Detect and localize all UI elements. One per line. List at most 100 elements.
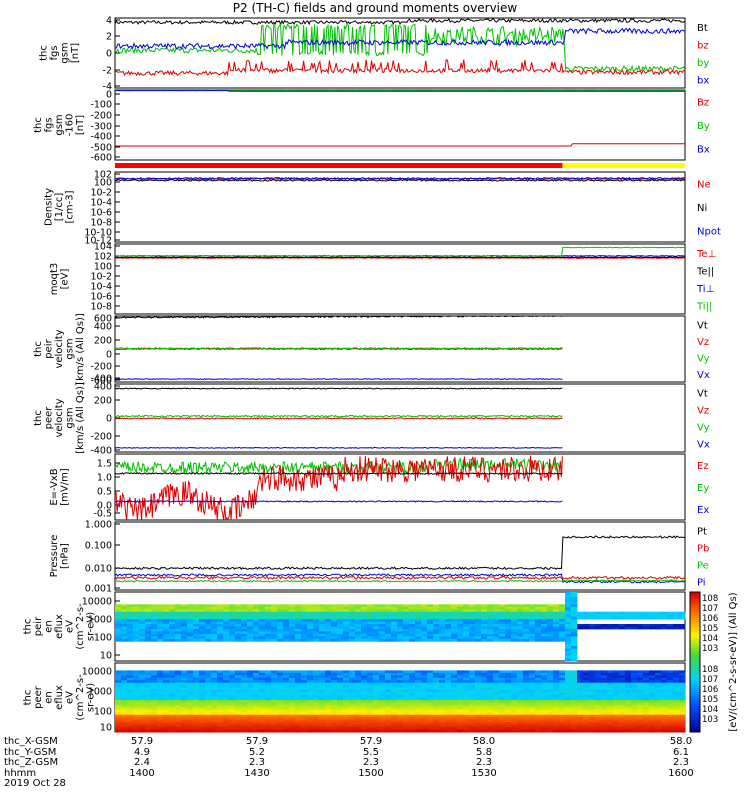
spectrogram-cell [217,697,224,701]
spectrogram-cell [175,719,182,723]
spectrogram-cell [661,712,668,716]
spectrogram-cell [337,672,344,676]
spectrogram-cell [199,604,206,608]
spectrogram-cell [151,707,158,711]
spectrogram-cell [421,675,428,679]
spectrogram-cell [427,631,434,635]
spectrogram-cell [667,675,674,679]
spectrogram-cell [253,624,260,627]
spectrogram-cell [373,690,380,693]
spectrogram-cell [163,626,170,630]
spectrogram-cell [499,677,506,681]
spectrogram-cell [469,680,476,684]
spectrogram-cell [277,719,284,723]
spectrogram-cell [613,677,620,681]
spectrogram-cell [511,695,518,698]
spectrogram-cell [127,606,134,610]
spectrogram-cell [235,712,242,716]
spectrogram-cell [595,727,602,730]
spectrogram-cell [163,692,170,696]
spectrogram-cell [265,672,272,676]
spectrogram-cell [469,614,476,618]
spectrogram-cell [169,675,176,679]
spectrogram-cell [535,606,542,610]
spectrogram-cell [127,685,134,689]
spectrogram-cell [319,609,326,613]
spectrogram-cell [481,687,488,691]
spectrogram-cell [499,712,506,716]
spectrogram-cell [319,692,326,696]
spectrogram-cell [391,727,398,730]
spectrogram-cell [283,717,290,721]
spectrogram-cell [619,675,626,679]
spectrogram-cell [643,677,650,681]
spectrogram-cell [325,621,332,625]
spectrogram-cell [403,709,410,713]
spectrogram-cell [619,692,626,696]
panel-4-ylabel: moqt3 [49,263,60,296]
spectrogram-cell [577,672,584,676]
spectrogram-cell [673,614,680,618]
spectrogram-cell [553,722,560,725]
spectrogram-cell [493,624,500,627]
spectrogram-cell [175,631,182,635]
spectrogram-cell [385,685,392,689]
spectrogram-cell [259,633,266,637]
spectrogram-cell [151,692,158,696]
electron-spectrogram [115,670,686,733]
spectrogram-cell [613,675,620,679]
spectrogram-cell [379,687,386,691]
spectrogram-cell [439,672,446,676]
spectrogram-cell [217,626,224,630]
spectrogram-cell [475,729,482,733]
spectrogram-cell [343,712,350,716]
spectrogram-cell [295,724,302,728]
panel-7-frame [114,453,686,521]
spectrogram-cell [415,717,422,721]
spectrogram-cell [367,709,374,713]
spectrogram-cell [289,727,296,730]
spectrogram-cell [649,712,656,716]
spectrogram-cell [331,604,338,608]
spectrogram-cell [409,633,416,637]
spectrogram-cell [121,727,128,730]
spectrogram-cell [571,653,578,657]
spectrogram-cell [379,638,386,642]
spectrogram-cell [631,722,638,725]
spectrogram-cell [529,707,536,711]
spectrogram-cell [607,690,614,693]
spectrogram-cell [415,704,422,708]
spectrogram-cell [247,633,254,637]
spectrogram-cell [403,675,410,679]
spectrogram-cell [571,601,578,605]
spectrogram-cell [499,690,506,693]
spectrogram-cell [187,717,194,721]
spectrogram-cell [481,677,488,681]
spectrogram-cell [127,680,134,684]
spectrogram-cell [631,714,638,718]
spectrogram-cell [559,675,566,679]
spectrogram-cell [331,628,338,632]
spectrogram-cell [505,717,512,721]
spectrogram-cell [511,692,518,696]
spectrogram-cell [205,636,212,640]
spectrogram-cell [433,680,440,684]
spectrogram-cell [625,616,632,620]
spectrogram-cell [181,682,188,686]
spectrogram-cell [283,619,290,622]
spectrogram-cell [475,712,482,716]
spectrogram-cell [547,624,554,627]
legend-vz: Vz [697,406,709,417]
spectrogram-cell [247,611,254,615]
spectrogram-cell [451,685,458,689]
spectrogram-cell [205,682,212,686]
spectrogram-cell [271,685,278,689]
spectrogram-cell [151,606,158,610]
spectrogram-cell [295,722,302,725]
spectrogram-cell [325,727,332,730]
spectrogram-cell [217,609,224,613]
spectrogram-cell [391,616,398,620]
spectrogram-cell [571,714,578,718]
spectrogram-cell [229,717,236,721]
spectrogram-cell [475,604,482,608]
